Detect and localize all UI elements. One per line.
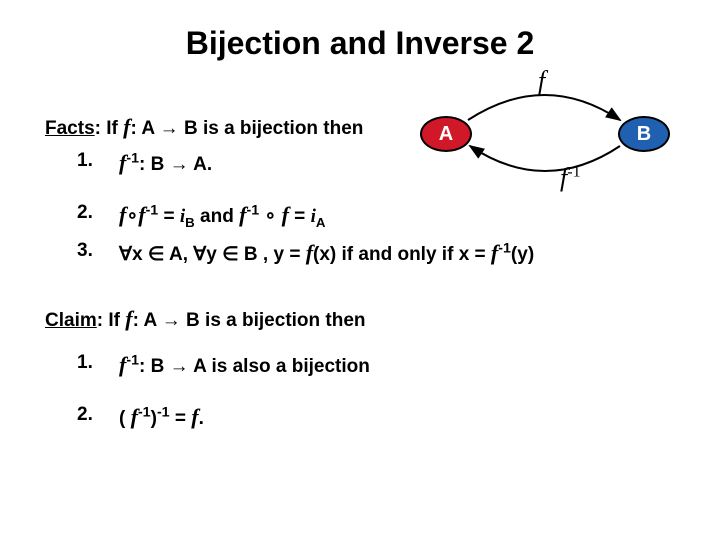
content: Facts: If f: A → B is a bijection then 1…	[0, 70, 720, 430]
claim-2-sup1: -1	[138, 404, 151, 420]
facts-2-sup3: -1	[246, 203, 259, 219]
facts-1-rest: : B → A.	[139, 154, 212, 175]
facts-item-2: 2. f∘f-1 = iB and f-1 ∘ f = iA	[45, 202, 675, 230]
facts-1-sup: -1	[126, 151, 139, 167]
facts-2-comp1: ∘	[126, 206, 138, 227]
facts-intro-post: : A → B is a bijection then	[130, 118, 363, 139]
claim-intro-post: : A → B is a bijection then	[133, 310, 366, 331]
claim-2-lparen: (	[119, 408, 131, 429]
claim-1-num: 1.	[77, 352, 119, 378]
facts-2-and: and	[195, 206, 239, 227]
facts-3-sup: -1	[498, 240, 511, 256]
claim-1-sup: -1	[126, 352, 139, 368]
facts-2-f4: f	[282, 202, 289, 227]
facts-2-eq1: =	[158, 206, 180, 227]
facts-item-1: 1. f-1: B → A.	[45, 150, 675, 176]
facts-3-num: 3.	[77, 240, 119, 266]
claim-2-num: 2.	[77, 404, 119, 430]
facts-intro-pre: : If	[95, 118, 124, 139]
facts-2-f2: f	[138, 202, 145, 227]
claim-2-sup2: -1	[157, 404, 170, 420]
facts-item-3: 3. ∀x ∈ A, ∀y ∈ B , y = f(x) if and only…	[45, 240, 675, 266]
claim-2-eq: =	[170, 408, 192, 429]
claim-1-rest: : B → A is also a bijection	[139, 356, 370, 377]
facts-3-pre: ∀x ∈ A, ∀y ∈ B , y =	[119, 244, 306, 265]
facts-1-num: 1.	[77, 150, 119, 176]
facts-2-eq2: =	[289, 206, 311, 227]
claim-f: f	[125, 306, 132, 331]
slide-title: Bijection and Inverse 2	[0, 0, 720, 70]
claim-item-1: 1. f-1: B → A is also a bijection	[45, 352, 675, 378]
facts-2-comp2: ∘	[259, 206, 281, 227]
facts-3-post: (y)	[511, 244, 534, 265]
claim-2-period: .	[199, 408, 204, 429]
claim-heading: Claim	[45, 310, 97, 331]
facts-2-sub2: A	[316, 215, 326, 230]
facts-heading: Facts	[45, 118, 95, 139]
facts-2-sup2: -1	[146, 203, 159, 219]
facts-3-f1: f	[306, 240, 313, 265]
claim-2-f: f	[131, 404, 138, 429]
claim-item-2: 2. ( f-1)-1 = f.	[45, 404, 675, 430]
facts-2-num: 2.	[77, 202, 119, 230]
claim-2-f2: f	[191, 404, 198, 429]
facts-3-mid: (x) if and only if x =	[313, 244, 491, 265]
facts-2-sub1: B	[185, 215, 195, 230]
claim-intro-pre: : If	[97, 310, 126, 331]
facts-line: Facts: If f: A → B is a bijection then	[45, 114, 675, 140]
claim-line: Claim: If f: A → B is a bijection then	[45, 306, 675, 332]
